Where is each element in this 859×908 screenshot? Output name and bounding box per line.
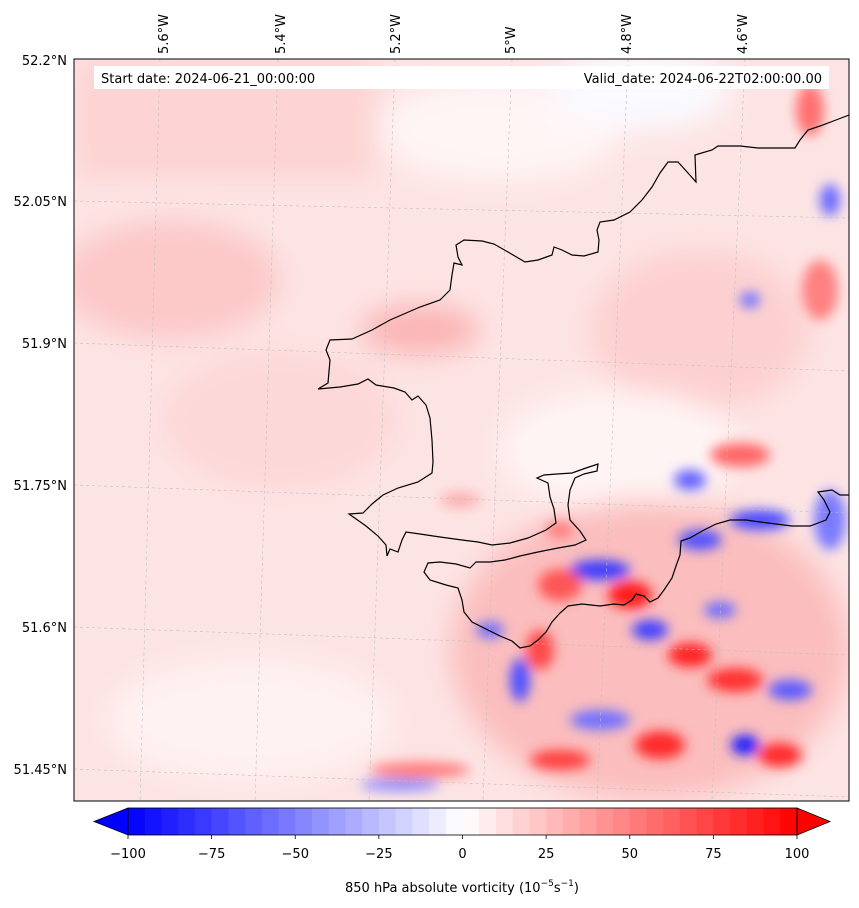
colorbar-cell bbox=[462, 808, 480, 835]
colorbar-extend-min-arrow bbox=[92, 807, 129, 836]
start-date-label: Start date: 2024-06-21_00:00:00 bbox=[101, 72, 315, 87]
colorbar-tick-label: 25 bbox=[538, 847, 555, 862]
colorbar-cell bbox=[161, 808, 179, 835]
colorbar-cell bbox=[395, 808, 413, 835]
colorbar-tick-label: 50 bbox=[621, 847, 638, 862]
colorbar-cell bbox=[429, 808, 447, 835]
colorbar-cell bbox=[663, 808, 681, 835]
colorbar-cell bbox=[596, 808, 614, 835]
colorbar-tick-label: −25 bbox=[365, 847, 392, 862]
colorbar-cell bbox=[345, 808, 363, 835]
colorbar-tick-label: −100 bbox=[110, 847, 146, 862]
colorbar-cell bbox=[613, 808, 631, 835]
colorbar-cell bbox=[128, 808, 146, 835]
colorbar-label-exponent-1: −5 bbox=[541, 879, 554, 889]
graticule bbox=[74, 59, 849, 801]
colorbar-cell bbox=[713, 808, 731, 835]
meridian-4-8w bbox=[596, 59, 629, 801]
lon-label-4-8w: 4.8°W bbox=[620, 14, 635, 54]
longitude-labels: 5.6°W 5.4°W 5.2°W 5°W 4.8°W 4.6°W bbox=[157, 14, 751, 54]
colorbar-label-exponent-2: −1 bbox=[561, 879, 574, 889]
lat-label-52-05n: 52.05°N bbox=[14, 195, 67, 210]
colorbar-label: 850 hPa absolute vorticity (10−5s−1) bbox=[345, 879, 579, 896]
colorbar-cell bbox=[529, 808, 547, 835]
colorbar-cell bbox=[245, 808, 263, 835]
lon-label-5-6w: 5.6°W bbox=[157, 14, 172, 54]
colorbar-cell bbox=[780, 808, 798, 835]
colorbar-cell bbox=[629, 808, 648, 835]
colorbar-tick-label: 75 bbox=[705, 847, 722, 862]
colorbar-ticks: −100 −75 −50 −25 0 25 50 75 100 bbox=[110, 835, 809, 862]
colorbar-cell bbox=[178, 808, 196, 835]
meridian-5-2w bbox=[368, 59, 396, 801]
colorbar-cell bbox=[278, 808, 296, 835]
lat-label-52-2n: 52.2°N bbox=[22, 54, 67, 69]
colorbar-label-unit: s bbox=[554, 881, 561, 896]
colorbar-cell bbox=[495, 808, 514, 835]
colorbar-tick-label: −50 bbox=[282, 847, 309, 862]
meridian-5-4w bbox=[254, 59, 279, 801]
colorbar-cell bbox=[579, 808, 597, 835]
colorbar-cell bbox=[730, 808, 748, 835]
meridian-5-6w bbox=[139, 59, 161, 801]
lon-label-4-6w: 4.6°W bbox=[736, 14, 751, 54]
colorbar-cell bbox=[295, 808, 313, 835]
colorbar-tick-label: 100 bbox=[785, 847, 810, 862]
colorbar-cell bbox=[328, 808, 347, 835]
coastline bbox=[317, 114, 849, 390]
lon-label-5-2w: 5.2°W bbox=[389, 14, 404, 54]
colorbar-cell bbox=[746, 808, 765, 835]
colorbar: −100 −75 −50 −25 0 25 50 75 100 850 hPa absolute… bbox=[92, 807, 832, 896]
map-frame bbox=[73, 58, 850, 802]
valid-date-label: Valid_date: 2024-06-22T02:00:00.00 bbox=[584, 72, 822, 87]
colorbar-cell bbox=[512, 808, 530, 835]
colorbar-tick-label: −75 bbox=[198, 847, 225, 862]
colorbar-cell bbox=[311, 808, 330, 835]
lat-label-51-9n: 51.9°N bbox=[22, 337, 67, 352]
meridian-4-6w bbox=[711, 59, 746, 801]
colorbar-cells bbox=[128, 808, 798, 835]
colorbar-cell bbox=[228, 808, 246, 835]
colorbar-cell bbox=[412, 808, 430, 835]
colorbar-cell bbox=[696, 808, 714, 835]
lon-label-5w: 5°W bbox=[504, 26, 519, 54]
colorbar-cell bbox=[378, 808, 397, 835]
lat-label-51-45n: 51.45°N bbox=[14, 763, 67, 778]
colorbar-cell bbox=[546, 808, 564, 835]
date-annotation-box bbox=[94, 66, 829, 89]
map-panel: Start date: 2024-06-21_00:00:00 Valid_da… bbox=[73, 58, 850, 802]
lat-label-51-6n: 51.6°N bbox=[22, 621, 67, 636]
meridian-5w bbox=[482, 59, 513, 801]
colorbar-extend-max-arrow bbox=[796, 807, 832, 836]
colorbar-label-close: ) bbox=[574, 881, 579, 896]
colorbar-cell bbox=[144, 808, 163, 835]
colorbar-cell bbox=[562, 808, 581, 835]
colorbar-cell bbox=[479, 808, 497, 835]
coastline-south bbox=[317, 378, 849, 649]
colorbar-cell bbox=[679, 808, 698, 835]
colorbar-tick-label: 0 bbox=[458, 847, 466, 862]
colorbar-cell bbox=[211, 808, 229, 835]
lon-label-5-4w: 5.4°W bbox=[274, 14, 289, 54]
colorbar-cell bbox=[194, 808, 213, 835]
colorbar-cell bbox=[261, 808, 280, 835]
lat-label-51-75n: 51.75°N bbox=[14, 479, 67, 494]
colorbar-cell bbox=[646, 808, 664, 835]
colorbar-cell bbox=[445, 808, 464, 835]
colorbar-cell bbox=[362, 808, 380, 835]
latitude-labels: 52.2°N 52.05°N 51.9°N 51.75°N 51.6°N 51.… bbox=[14, 54, 67, 778]
colorbar-cell bbox=[763, 808, 781, 835]
